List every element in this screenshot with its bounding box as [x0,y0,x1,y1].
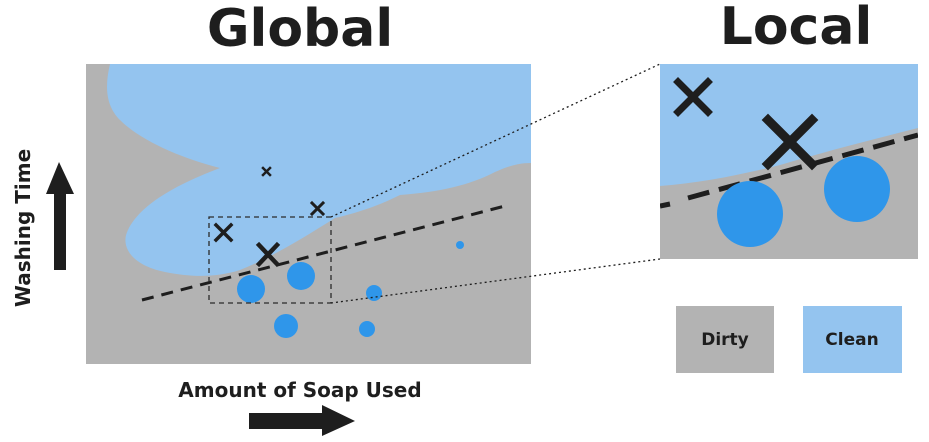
global-panel [86,64,531,364]
cross-mark [213,222,234,243]
dirty-crosses [213,166,326,268]
legend-swatch-dirty [676,306,774,373]
clean-dot [824,156,890,222]
clean-dot [717,181,783,247]
y-axis-arrow [46,162,74,270]
decision-boundary [141,204,506,302]
y-axis-label: Washing Time [11,149,35,307]
zoom-connector-top [330,63,661,218]
decision-boundary-end [660,201,671,209]
cross-mark [673,77,713,117]
cross-mark [761,113,819,171]
clean-dot [287,262,315,290]
legend: Dirty Clean [676,306,902,373]
global-title: Global [207,0,393,59]
zoom-connector-bottom [330,258,661,304]
clean-dot [274,314,298,338]
legend-label-dirty: Dirty [701,330,749,350]
clean-dot [366,285,382,301]
clean-dot [237,275,265,303]
legend-swatch-clean [803,306,902,373]
clean-dot [359,321,375,337]
x-axis-arrow [249,405,355,436]
local-title: Local [720,0,873,57]
clean-dot [456,241,464,249]
cross-mark [261,166,272,177]
x-axis-label: Amount of Soap Used [178,378,421,402]
decision-boundary [687,132,918,201]
legend-label-clean: Clean [825,330,878,350]
cross-mark [309,200,326,217]
dirty-crosses [673,77,819,171]
clean-region [660,64,918,186]
clean-region [107,64,531,276]
local-panel [660,64,918,259]
cross-mark [255,241,281,268]
zoom-box [208,216,332,304]
